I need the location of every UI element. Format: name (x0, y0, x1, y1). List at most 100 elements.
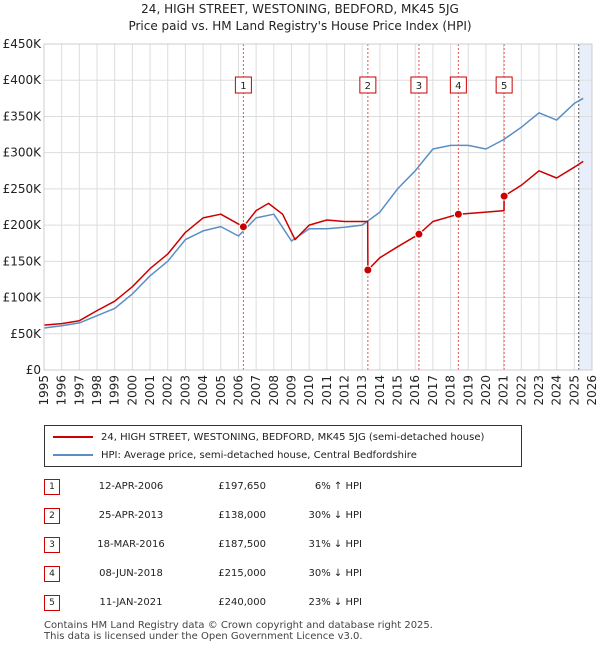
y-tick-label: £400K (3, 73, 43, 87)
sale-number-badge: 2 (44, 507, 60, 524)
sale-hpi-diff: 23% ↓ HPI (308, 597, 362, 608)
legend: 24, HIGH STREET, WESTONING, BEDFORD, MK4… (44, 425, 522, 467)
x-tick-label: 2024 (550, 375, 564, 406)
sale-price: £187,500 (218, 539, 266, 550)
x-tick-label: 1996 (55, 375, 69, 406)
sale-label-number: 3 (416, 81, 422, 92)
sale-price: £197,650 (218, 481, 266, 492)
axes: £0 £50K £100K £150K £200K £250K £300K £350K £400… (3, 37, 599, 406)
series-lines (43, 97, 584, 329)
y-tick-label: £350K (3, 109, 43, 123)
x-tick-label: 2007 (249, 375, 263, 406)
x-tick-label: 2006 (231, 375, 245, 406)
sale-number-badge: 3 (44, 536, 60, 553)
footer: Contains HM Land Registry data © Crown c… (44, 620, 433, 642)
x-tick-label: 1999 (108, 375, 122, 406)
x-tick-label: 2018 (444, 375, 458, 406)
sale-date: 11-JAN-2021 (99, 597, 163, 608)
table-row: 2 25-APR-2013 £138,000 30% ↓ HPI (44, 501, 362, 530)
legend-property: 24, HIGH STREET, WESTONING, BEDFORD, MK4… (53, 429, 484, 445)
x-tick-label: 2017 (426, 375, 440, 406)
sale-point (499, 191, 509, 201)
table-row: 1 12-APR-2006 £197,650 6% ↑ HPI (44, 472, 362, 501)
price-chart: 1 2 3 4 5 £0 £50K £100K £150K £200K £250K £300K £35… (3, 37, 599, 406)
x-tick-label: 2019 (461, 375, 475, 406)
legend-hpi-label: HPI: Average price, semi-detached house,… (101, 449, 417, 461)
sale-point (414, 229, 424, 239)
hpi-line (43, 97, 584, 329)
sale-number-badge: 1 (44, 478, 60, 495)
x-tick-label: 1995 (37, 375, 51, 406)
y-tick-label: £100K (3, 291, 43, 305)
x-tick-label: 1997 (72, 375, 86, 406)
footer-copyright: Contains HM Land Registry data © Crown c… (44, 620, 433, 631)
sale-label-number: 2 (365, 81, 371, 92)
table-row: 5 11-JAN-2021 £240,000 23% ↓ HPI (44, 588, 362, 617)
sale-label-number: 1 (240, 81, 246, 92)
x-tick-label: 2004 (196, 375, 210, 406)
x-tick-label: 2000 (125, 375, 139, 406)
sale-label-box (234, 76, 252, 94)
x-tick-label: 2014 (373, 375, 387, 406)
y-tick-label: £200K (3, 218, 43, 232)
plot-frame (43, 43, 593, 371)
y-tick-label: £300K (3, 146, 43, 160)
table-row: 4 08-JUN-2018 £215,000 30% ↓ HPI (44, 559, 362, 588)
legend-property-label: 24, HIGH STREET, WESTONING, BEDFORD, MK4… (101, 431, 485, 443)
footer-license: This data is licensed under the Open Gov… (44, 631, 363, 642)
x-tick-label: 2010 (302, 375, 316, 406)
sale-label-box (449, 76, 467, 94)
x-tick-label: 2021 (497, 375, 511, 406)
x-tick-label: 2023 (532, 375, 546, 406)
x-tick-label: 2011 (320, 375, 334, 406)
forecast-shade (578, 44, 592, 370)
legend-property-swatch (53, 436, 93, 438)
sale-label-box (359, 76, 377, 94)
x-tick-label: 2012 (338, 375, 352, 406)
sales-table: 1 12-APR-2006 £197,650 6% ↑ HPI 2 25-APR… (44, 472, 362, 617)
sale-date: 08-JUN-2018 (99, 568, 163, 579)
sale-point (453, 209, 463, 219)
x-tick-label: 2008 (267, 375, 281, 406)
sale-date: 18-MAR-2016 (97, 539, 165, 550)
legend-hpi: HPI: Average price, semi-detached house,… (53, 447, 417, 463)
sale-label-box (495, 76, 513, 94)
x-tick-label: 2013 (355, 375, 369, 406)
sale-hpi-diff: 30% ↓ HPI (308, 568, 362, 579)
y-tick-label: £50K (10, 327, 42, 341)
sale-hpi-diff: 30% ↓ HPI (308, 510, 362, 521)
sale-number-badge: 5 (44, 594, 60, 611)
legend-hpi-swatch (53, 454, 93, 456)
plot-area (44, 44, 592, 370)
x-tick-label: 2026 (585, 375, 599, 406)
x-tick-label: 2020 (479, 375, 493, 406)
y-tick-label: £0 (26, 363, 41, 377)
sale-number-badge: 4 (44, 565, 60, 582)
x-tick-label: 2022 (514, 375, 528, 406)
x-tick-label: 1998 (90, 375, 104, 406)
sale-date: 25-APR-2013 (98, 510, 164, 521)
sale-price: £240,000 (218, 597, 266, 608)
property-price-line (43, 160, 584, 326)
grid (43, 43, 593, 371)
x-tick-label: 2015 (391, 375, 405, 406)
x-tick-label: 2025 (567, 375, 581, 406)
y-tick-label: £450K (3, 37, 43, 51)
sale-label-number: 5 (501, 81, 507, 92)
sale-hpi-diff: 6% ↑ HPI (314, 481, 362, 492)
chart-subtitle: Price paid vs. HM Land Registry's House … (128, 19, 472, 33)
sale-price: £138,000 (218, 510, 266, 521)
sale-hpi-diff: 31% ↓ HPI (308, 539, 362, 550)
y-tick-label: £250K (3, 182, 43, 196)
sale-label-box (410, 76, 428, 94)
sale-point (238, 222, 248, 232)
x-tick-label: 2005 (214, 375, 228, 406)
sale-label-number: 4 (455, 81, 461, 92)
chart-title: 24, HIGH STREET, WESTONING, BEDFORD, MK4… (141, 2, 459, 16)
x-tick-label: 2009 (284, 375, 298, 406)
x-tick-label: 2001 (143, 375, 157, 406)
sale-date: 12-APR-2006 (98, 481, 164, 492)
x-tick-label: 2003 (178, 375, 192, 406)
y-tick-label: £150K (3, 254, 43, 268)
sale-point (363, 265, 373, 275)
